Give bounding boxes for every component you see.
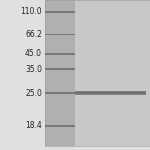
Bar xyxy=(75,94,146,95)
Text: 25.0: 25.0 xyxy=(25,88,42,98)
Bar xyxy=(45,11,75,13)
Bar xyxy=(75,0,150,146)
Text: 66.2: 66.2 xyxy=(25,30,42,39)
Bar xyxy=(45,125,75,127)
Bar xyxy=(75,92,146,93)
Bar xyxy=(75,91,146,92)
Bar xyxy=(45,92,75,94)
Bar xyxy=(45,0,75,146)
Text: 110.0: 110.0 xyxy=(20,8,42,16)
Text: 18.4: 18.4 xyxy=(25,122,42,130)
Bar xyxy=(45,34,75,35)
Bar xyxy=(45,68,75,70)
Bar xyxy=(45,0,150,146)
Text: 45.0: 45.0 xyxy=(25,50,42,58)
Bar xyxy=(45,53,75,55)
Bar xyxy=(45,0,150,146)
Bar xyxy=(75,93,146,94)
Text: 35.0: 35.0 xyxy=(25,64,42,74)
